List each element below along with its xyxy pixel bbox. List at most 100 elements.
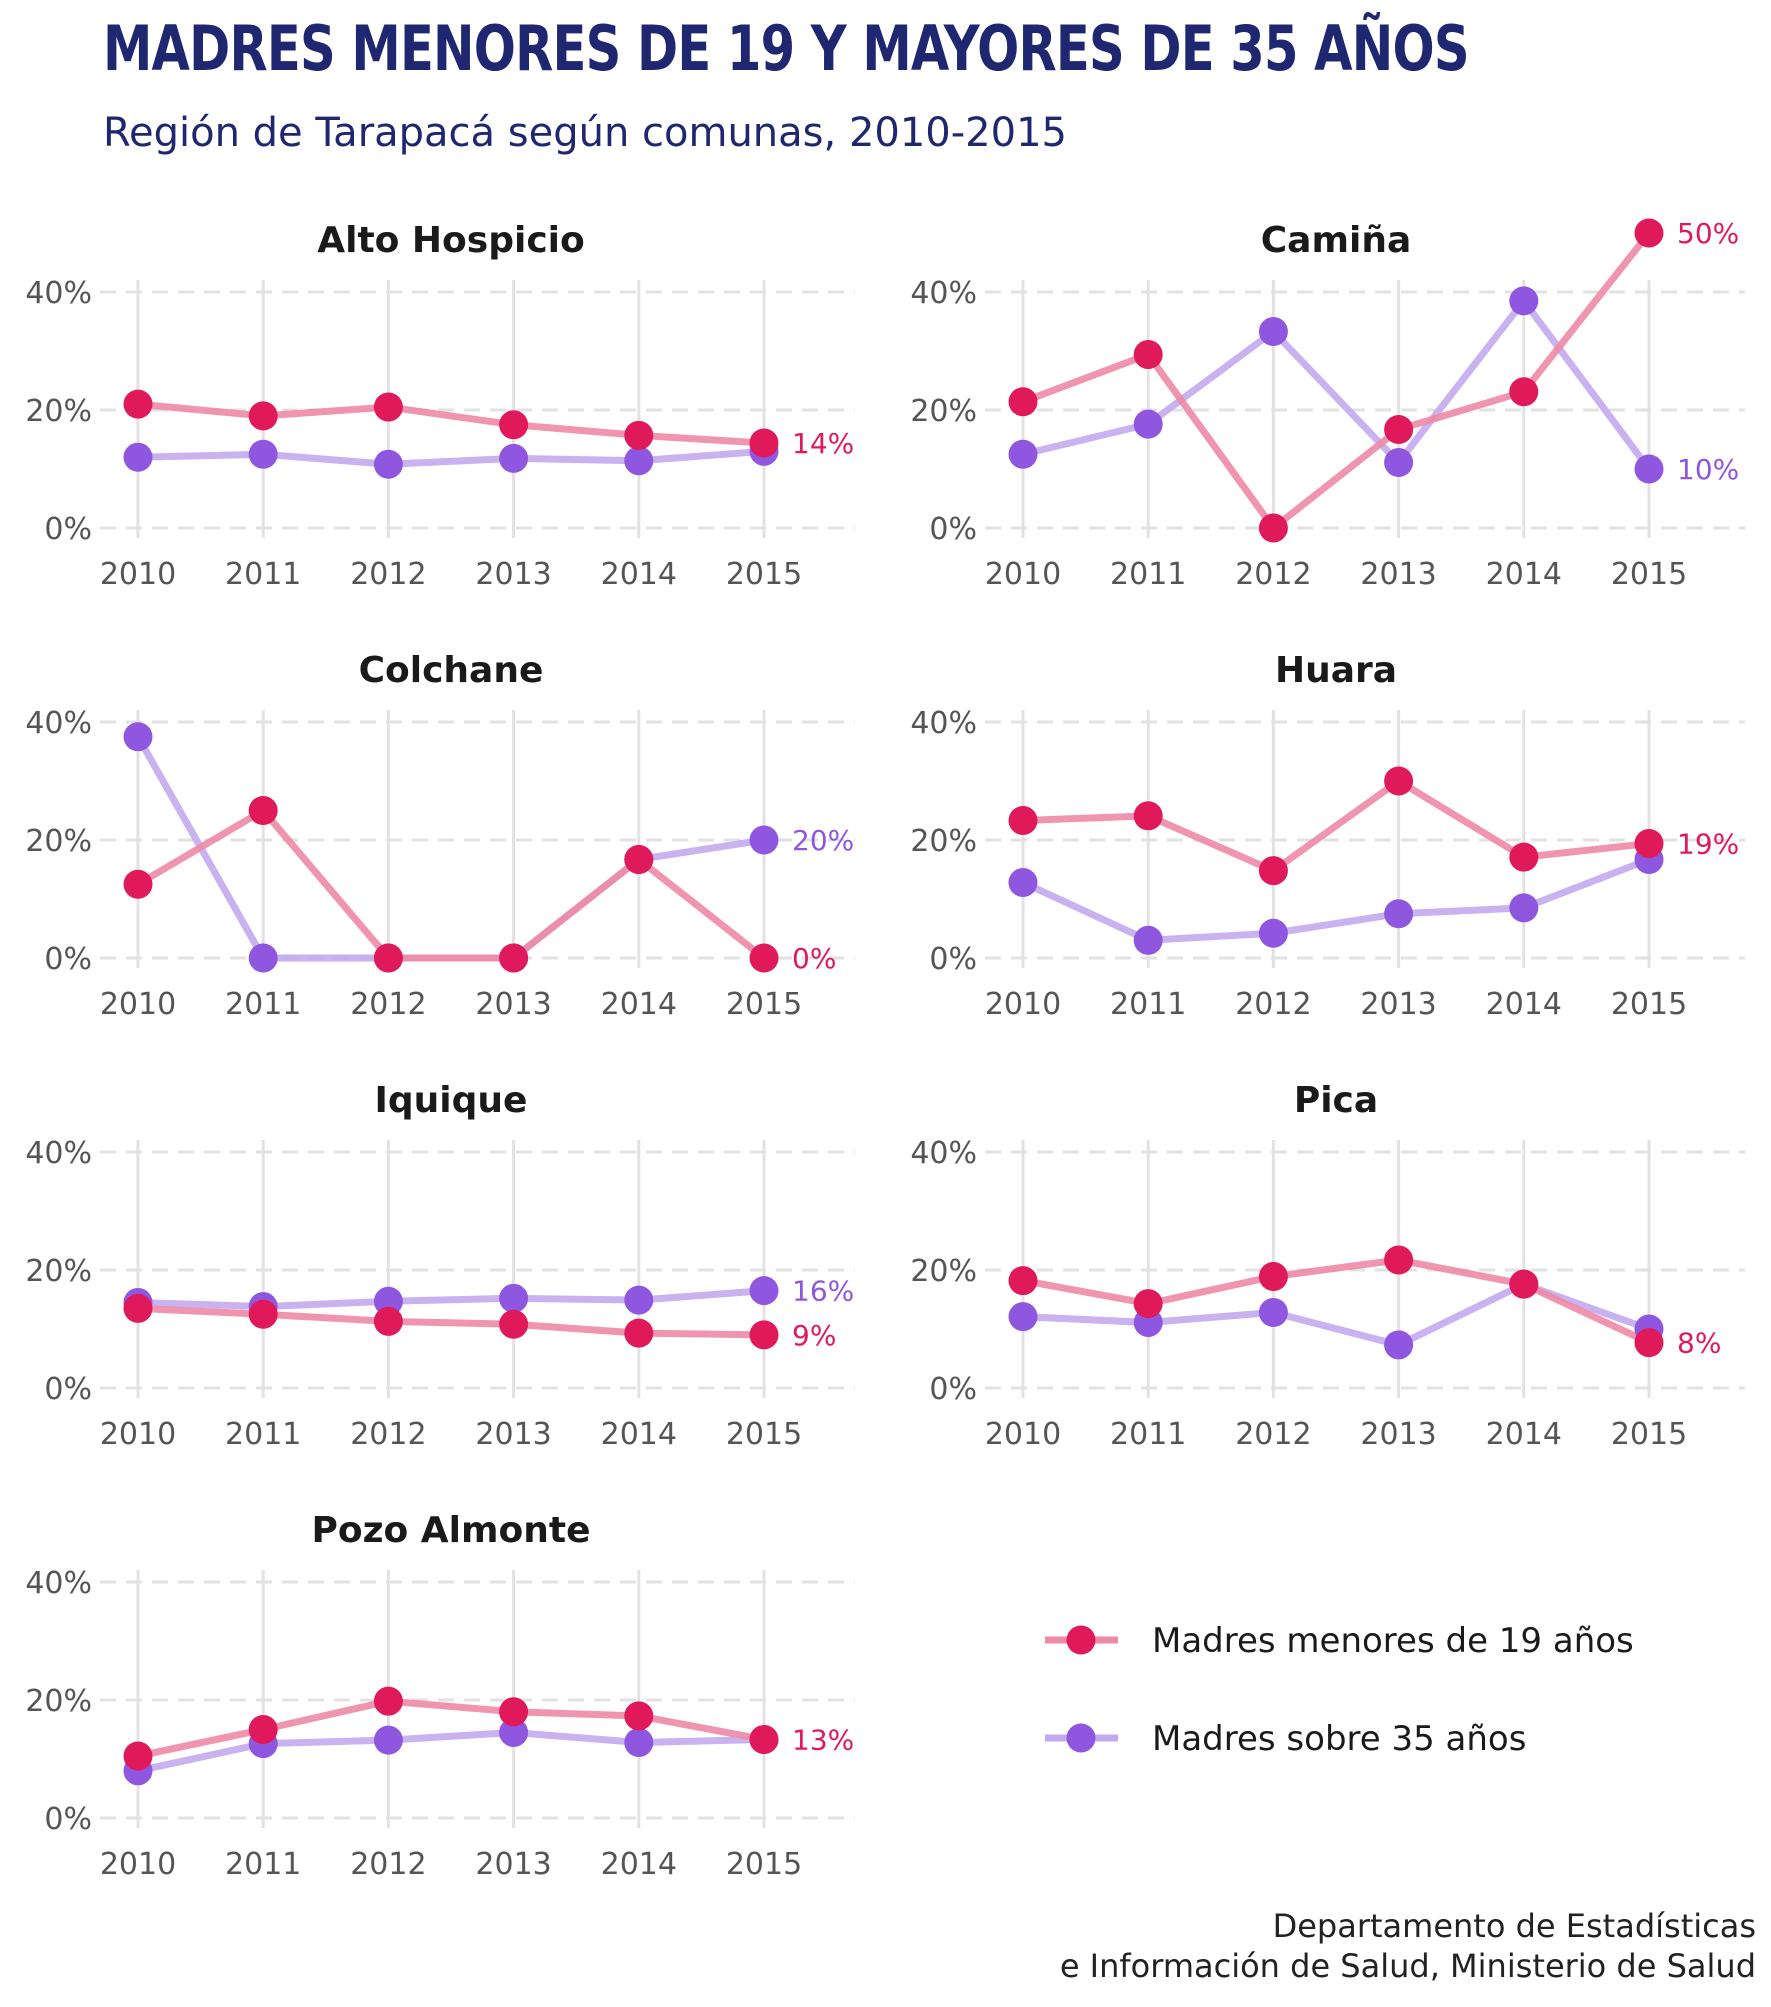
data-point-under19 <box>499 1309 529 1339</box>
x-tick-label: 2015 <box>1611 987 1687 1022</box>
panel-title: Pica <box>1294 1080 1378 1121</box>
data-point-over35 <box>1258 918 1288 948</box>
end-value-label: 14% <box>792 427 854 460</box>
series-line-under19 <box>1022 777 1650 875</box>
legend-swatch-point <box>1066 1625 1096 1655</box>
x-tick-label: 2015 <box>726 987 802 1022</box>
legend-label: Madres sobre 35 años <box>1152 1719 1526 1759</box>
data-point-over35 <box>749 1276 779 1306</box>
data-point-over35 <box>499 443 529 473</box>
panel-title: Colchane <box>359 650 544 691</box>
data-point-under19 <box>248 401 278 431</box>
panel-title: Iquique <box>375 1080 528 1121</box>
data-point-under19 <box>749 943 779 973</box>
end-value-label: 16% <box>792 1275 854 1308</box>
data-point-under19 <box>749 1320 779 1350</box>
x-tick-label: 2011 <box>225 1847 301 1882</box>
data-point-over35 <box>1258 1297 1288 1327</box>
y-tick-label: 20% <box>910 824 977 859</box>
chart-title: MADRES MENORES DE 19 Y MAYORES DE 35 AÑO… <box>103 12 1470 85</box>
y-tick-label: 20% <box>25 1684 92 1719</box>
panel-pozo-almonte: 0% 20% 40% 2010 2011 2012 2013 2014 2015 Pozo Alm… <box>25 1510 855 1882</box>
series-line-under19 <box>137 1304 765 1339</box>
y-tick-label: 0% <box>44 1802 92 1837</box>
data-point-under19 <box>624 844 654 874</box>
x-tick-label: 2014 <box>1486 987 1562 1022</box>
data-point-over35 <box>499 1283 529 1313</box>
y-tick-label: 0% <box>929 942 977 977</box>
x-tick-label: 2013 <box>1360 987 1436 1022</box>
end-value-label: 0% <box>792 942 836 975</box>
data-point-under19 <box>749 1725 779 1755</box>
x-tick-label: 2014 <box>601 557 677 592</box>
x-tick-label: 2013 <box>475 1847 551 1882</box>
y-tick-label: 40% <box>25 706 92 741</box>
series-line-over35 <box>1022 297 1652 472</box>
data-point-over35 <box>1634 454 1664 484</box>
x-tick-label: 2014 <box>601 987 677 1022</box>
y-tick-label: 40% <box>25 1136 92 1171</box>
x-tick-label: 2010 <box>100 1847 176 1882</box>
x-tick-label: 2013 <box>475 987 551 1022</box>
legend-label: Madres menores de 19 años <box>1152 1621 1634 1661</box>
data-point-over35 <box>1133 409 1163 439</box>
panel-alto-hospicio: 0% 20% 40% 2010 2011 2012 2013 2014 2015 Alto Hos… <box>25 220 855 592</box>
y-tick-label: 20% <box>910 394 977 429</box>
end-value-label: 20% <box>792 824 854 857</box>
data-point-over35 <box>1008 439 1038 469</box>
x-tick-label: 2012 <box>1235 557 1311 592</box>
x-tick-label: 2012 <box>350 1847 426 1882</box>
x-tick-label: 2013 <box>475 1417 551 1452</box>
x-tick-label: 2015 <box>726 557 802 592</box>
data-point-under19 <box>1509 842 1539 872</box>
y-tick-label: 40% <box>25 1566 92 1601</box>
y-tick-label: 0% <box>44 512 92 547</box>
data-point-under19 <box>624 1318 654 1348</box>
data-point-over35 <box>1509 286 1539 316</box>
series-line-under19 <box>137 1697 765 1760</box>
x-tick-label: 2012 <box>1235 987 1311 1022</box>
data-point-under19 <box>248 1299 278 1329</box>
x-tick-label: 2014 <box>601 1417 677 1452</box>
x-tick-label: 2014 <box>1486 557 1562 592</box>
data-point-under19 <box>1384 1245 1414 1275</box>
series-line-over35 <box>134 735 765 962</box>
data-point-under19 <box>1509 1269 1539 1299</box>
x-tick-label: 2010 <box>100 1417 176 1452</box>
data-point-under19 <box>499 1697 529 1727</box>
panel-huara: 0% 20% 40% 2010 2011 2012 2013 2014 2015 Huara 19% <box>910 650 1745 1022</box>
end-value-label: 10% <box>1677 453 1739 486</box>
series-line-over35 <box>137 1287 765 1311</box>
data-point-under19 <box>123 1293 153 1323</box>
data-point-over35 <box>1258 317 1288 347</box>
x-tick-label: 2012 <box>350 987 426 1022</box>
data-point-under19 <box>248 1715 278 1744</box>
x-tick-label: 2013 <box>1360 1417 1436 1452</box>
end-value-label: 8% <box>1677 1327 1721 1360</box>
x-tick-label: 2014 <box>601 1847 677 1882</box>
data-point-under19 <box>1634 218 1664 248</box>
y-tick-label: 20% <box>25 1254 92 1289</box>
data-point-under19 <box>624 1701 654 1731</box>
legend: Madres menores de 19 años Madres sobre 35… <box>1045 1621 1634 1759</box>
data-point-under19 <box>1384 414 1414 444</box>
panel-title: Camiña <box>1261 220 1412 261</box>
data-point-under19 <box>1634 829 1664 859</box>
data-point-under19 <box>1384 766 1414 796</box>
x-tick-label: 2012 <box>350 1417 426 1452</box>
panel-title: Pozo Almonte <box>311 1510 590 1551</box>
data-point-over35 <box>1008 1302 1038 1332</box>
data-point-under19 <box>1509 377 1539 407</box>
legend-swatch-point <box>1066 1723 1096 1753</box>
data-point-under19 <box>1008 1266 1038 1296</box>
data-point-under19 <box>373 1686 403 1716</box>
x-tick-label: 2015 <box>1611 1417 1687 1452</box>
end-value-label: 13% <box>792 1724 854 1757</box>
data-point-under19 <box>624 420 654 450</box>
data-point-under19 <box>123 1741 153 1771</box>
data-point-over35 <box>123 722 153 752</box>
y-tick-label: 20% <box>910 1254 977 1289</box>
x-tick-label: 2011 <box>1110 557 1186 592</box>
data-point-over35 <box>373 1725 403 1755</box>
